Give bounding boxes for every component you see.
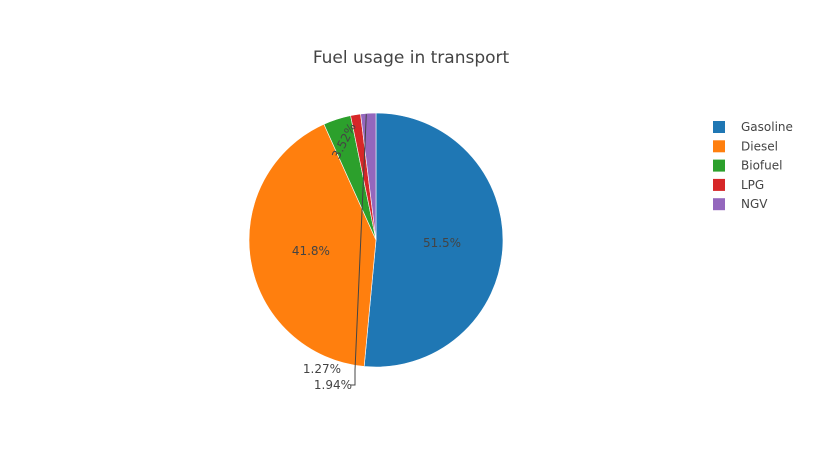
chart-title: Fuel usage in transport (313, 48, 510, 68)
slice-label-lpg: 1.27% (303, 362, 341, 376)
slice-label-ngv: 1.94% (314, 378, 352, 392)
legend: Gasoline Diesel Biofuel LPG NGV (713, 120, 793, 211)
legend-item-ngv[interactable]: NGV (713, 197, 768, 211)
pie-slice-ngv[interactable] (360, 112, 377, 241)
legend-label: Gasoline (741, 120, 793, 134)
legend-swatch (713, 178, 725, 191)
ngv-leader-line (351, 114, 367, 386)
legend-swatch (713, 140, 725, 153)
legend-item-gasoline[interactable]: Gasoline (713, 120, 793, 134)
pie-slice-diesel[interactable] (248, 123, 377, 367)
legend-swatch (713, 198, 725, 211)
pie-slices (248, 112, 504, 368)
legend-item-biofuel[interactable]: Biofuel (713, 159, 782, 173)
legend-item-lpg[interactable]: LPG (713, 178, 764, 192)
legend-label: LPG (741, 178, 764, 192)
legend-label: NGV (741, 197, 768, 211)
slice-label-gasoline: 51.5% (423, 236, 461, 250)
legend-label: Biofuel (741, 159, 782, 173)
legend-swatch (713, 159, 725, 172)
legend-swatch (713, 121, 725, 133)
slice-label-diesel: 41.8% (292, 244, 330, 258)
pie-slice-gasoline[interactable] (363, 112, 504, 368)
legend-item-diesel[interactable]: Diesel (713, 139, 778, 153)
legend-label: Diesel (741, 139, 778, 153)
